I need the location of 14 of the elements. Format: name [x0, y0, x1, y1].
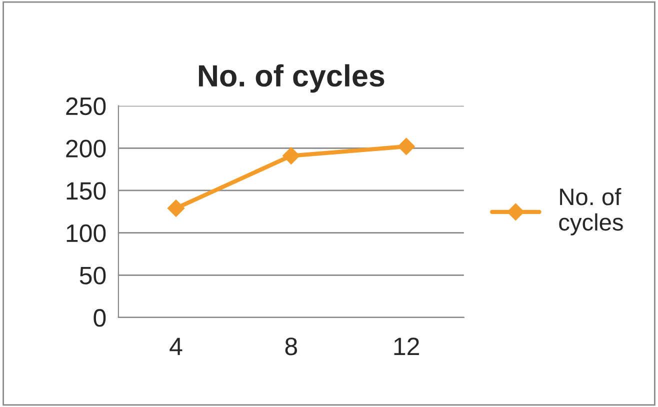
x-tick-label: 8 — [285, 338, 298, 356]
y-tick-label: 50 — [80, 266, 106, 284]
legend-label: No. of cycles — [559, 188, 623, 236]
y-tick-label: 150 — [66, 182, 106, 200]
point — [398, 138, 415, 156]
y-tick-label: 250 — [66, 97, 106, 116]
point — [167, 200, 185, 217]
y-tick-label: 200 — [66, 140, 106, 158]
x-tick-label: 4 — [170, 338, 182, 356]
y-tick-label: 100 — [66, 224, 106, 242]
x-tick-label: 12 — [394, 338, 419, 356]
chart-title: No. of cycles — [198, 64, 384, 93]
point — [282, 147, 300, 164]
y-tick-label: 0 — [94, 309, 106, 327]
